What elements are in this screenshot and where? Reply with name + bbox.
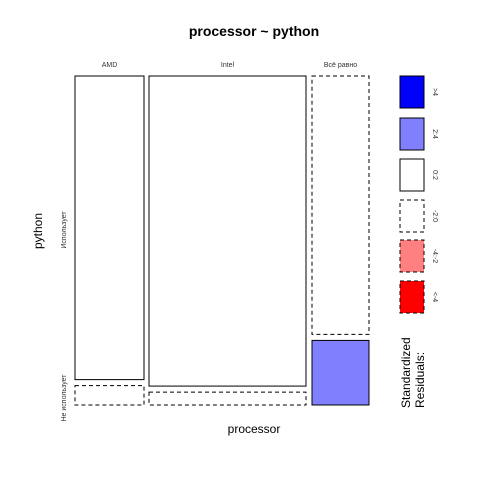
mosaic-cell [74,385,145,406]
column-label: Всё равно [324,62,357,69]
legend-label: -2:0 [431,210,438,222]
legend-title-line2: Residuals: [413,352,427,408]
legend-swatch [399,158,425,192]
legend-label: 0:2 [431,170,438,180]
mosaic-cell [311,339,370,406]
legend-title-line1: Standardized [399,337,413,408]
y-axis-label: python [31,213,45,249]
legend-swatch [399,75,425,109]
mosaic-cell [74,75,145,381]
row-label: Не использует [61,374,68,422]
row-labels: Не использует Использует [61,211,68,422]
legend-label: 2:4 [431,129,438,139]
mosaic-cell [148,75,307,387]
legend-swatch [399,280,425,314]
legend-swatch [399,117,425,151]
legend-label: <-4 [431,292,438,302]
x-axis-label: processor [228,422,281,436]
mosaic-cell [148,391,307,406]
column-label: Intel [221,62,235,69]
legend-label: -4:-2 [431,249,438,264]
row-label: Использует [61,211,68,249]
mosaic-cell [311,75,370,335]
legend-swatch [399,239,425,273]
legend-label: >4 [431,88,438,96]
legend: >4 2:4 0:2 -2:0 -4:-2 <-4 [399,75,438,314]
column-label: AMD [102,62,118,69]
column-labels: AMD Intel Всё равно [102,62,358,69]
legend-swatch [399,199,425,233]
chart-title: processor ~ python [189,23,319,39]
mosaic-cells [74,75,370,406]
